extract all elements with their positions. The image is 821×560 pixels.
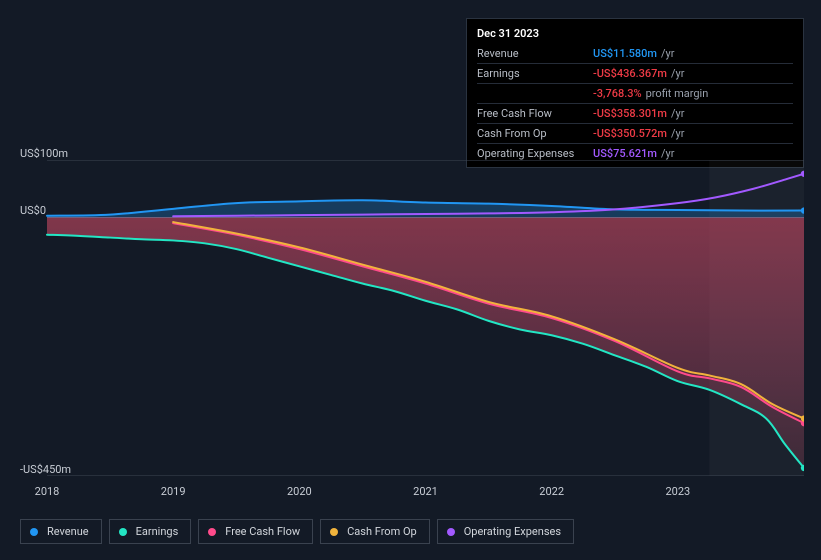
tooltip-row-label <box>477 85 593 102</box>
tooltip-row-value: -US$358.301m <box>593 105 667 122</box>
financials-chart[interactable] <box>17 160 804 476</box>
tooltip-row-label: Free Cash Flow <box>477 105 593 122</box>
tooltip-row-suffix: /yr <box>671 105 684 122</box>
legend-item[interactable]: Earnings <box>109 519 192 544</box>
legend-label: Operating Expenses <box>464 525 561 538</box>
x-tick-label: 2023 <box>665 485 690 498</box>
tooltip-row-suffix: profit margin <box>646 85 709 102</box>
tooltip-row-suffix: /yr <box>661 45 674 62</box>
tooltip-row-value: US$11.580m <box>593 45 657 62</box>
tooltip-row-suffix: /yr <box>671 65 684 82</box>
tooltip-row-label: Revenue <box>477 45 593 62</box>
chart-legend: Revenue Earnings Free Cash Flow Cash From O… <box>20 519 574 544</box>
legend-label: Cash From Op <box>347 525 417 538</box>
tooltip-row-value: -US$436.367m <box>593 65 667 82</box>
legend-swatch <box>447 528 455 536</box>
x-tick-label: 2018 <box>35 485 60 498</box>
x-axis-labels: 2018 2019 2020 2021 2022 2023 <box>17 485 804 503</box>
tooltip-row: Free Cash Flow-US$358.301m/yr <box>477 103 793 123</box>
tooltip-row-label: Earnings <box>477 65 593 82</box>
legend-swatch <box>330 528 338 536</box>
y-tick-label: -US$450m <box>20 463 71 476</box>
tooltip-row-suffix: /yr <box>671 125 684 142</box>
tooltip-row-value: -3,768.3% <box>593 85 642 102</box>
tooltip-row-value: -US$350.572m <box>593 125 667 142</box>
tooltip-row: RevenueUS$11.580m/yr <box>477 44 793 63</box>
y-tick-label: US$100m <box>20 147 68 160</box>
legend-label: Revenue <box>47 525 89 538</box>
legend-swatch <box>119 528 127 536</box>
x-tick-label: 2021 <box>413 485 438 498</box>
legend-item[interactable]: Cash From Op <box>320 519 430 544</box>
x-tick-label: 2020 <box>287 485 312 498</box>
tooltip-rows: RevenueUS$11.580m/yrEarnings-US$436.367m… <box>477 44 793 163</box>
tooltip-date: Dec 31 2023 <box>477 25 793 42</box>
legend-item[interactable]: Revenue <box>20 519 102 544</box>
x-tick-label: 2022 <box>539 485 564 498</box>
tooltip-row: Cash From Op-US$350.572m/yr <box>477 123 793 143</box>
legend-swatch <box>208 528 216 536</box>
y-tick-label: US$0 <box>20 204 46 217</box>
legend-item[interactable]: Free Cash Flow <box>198 519 313 544</box>
chart-tooltip: Dec 31 2023 RevenueUS$11.580m/yrEarnings… <box>466 18 804 168</box>
chart-svg <box>17 160 804 476</box>
tooltip-row: Earnings-US$436.367m/yr <box>477 63 793 83</box>
legend-item[interactable]: Operating Expenses <box>437 519 574 544</box>
tooltip-row: -3,768.3%profit margin <box>477 83 793 103</box>
legend-label: Earnings <box>136 525 179 538</box>
legend-label: Free Cash Flow <box>225 525 300 538</box>
tooltip-row-label: Cash From Op <box>477 125 593 142</box>
legend-swatch <box>30 528 38 536</box>
x-tick-label: 2019 <box>161 485 186 498</box>
